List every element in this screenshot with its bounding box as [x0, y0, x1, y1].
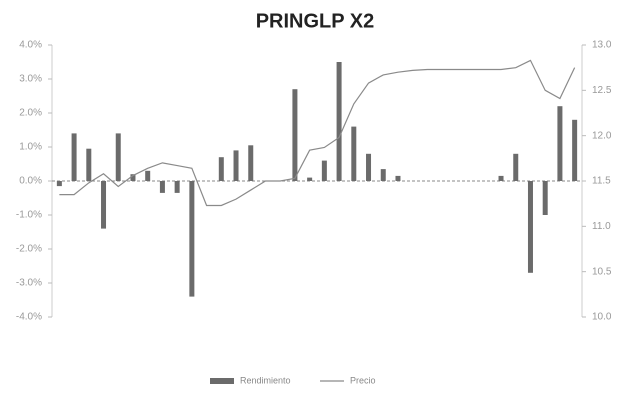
price-line: [59, 59, 576, 207]
bar: [71, 133, 77, 181]
bar: [307, 177, 313, 181]
bar: [130, 174, 136, 181]
bar: [366, 153, 372, 181]
bar: [145, 170, 151, 181]
y2-tick-label: 10.0: [592, 312, 612, 323]
y-tick-label: 4.0%: [19, 40, 42, 51]
y2-tick-label: 11.0: [592, 221, 611, 232]
bar: [101, 181, 107, 229]
bar: [513, 153, 519, 181]
y2-tick-label: 13.0: [592, 40, 612, 51]
y-tick-label: 2.0%: [19, 108, 42, 119]
bar: [527, 181, 533, 273]
y-tick-label: -4.0%: [16, 312, 42, 323]
bar: [572, 119, 578, 181]
bar: [380, 169, 386, 181]
bar: [159, 181, 165, 193]
y-tick-label: -1.0%: [16, 210, 42, 221]
y2-tick-label: 12.0: [592, 130, 612, 141]
bar: [321, 160, 327, 181]
y2-tick-label: 10.5: [592, 266, 612, 277]
legend-label: Rendimiento: [240, 375, 291, 385]
bar: [174, 181, 180, 193]
legend-label: Precio: [350, 375, 376, 385]
bar: [233, 150, 239, 181]
bar: [336, 62, 342, 181]
bar: [86, 148, 92, 181]
chart-title: PRINGLP X2: [256, 10, 375, 32]
y-tick-label: -3.0%: [16, 278, 42, 289]
bar: [542, 181, 548, 215]
y-tick-label: 1.0%: [19, 142, 42, 153]
y-tick-label: 3.0%: [19, 74, 42, 85]
bar: [248, 145, 254, 181]
y-tick-label: -2.0%: [16, 244, 42, 255]
bar: [292, 89, 298, 181]
y2-tick-label: 12.5: [592, 85, 612, 96]
legend-swatch: [210, 378, 234, 384]
y2-tick-label: 11.5: [592, 176, 611, 187]
bar: [395, 175, 401, 181]
bar: [498, 175, 504, 181]
bar: [115, 133, 121, 181]
bar: [351, 126, 357, 181]
bar: [218, 157, 224, 181]
bar: [189, 181, 195, 297]
y-tick-label: 0.0%: [19, 176, 42, 187]
bar: [557, 106, 563, 181]
bar: [56, 181, 62, 187]
